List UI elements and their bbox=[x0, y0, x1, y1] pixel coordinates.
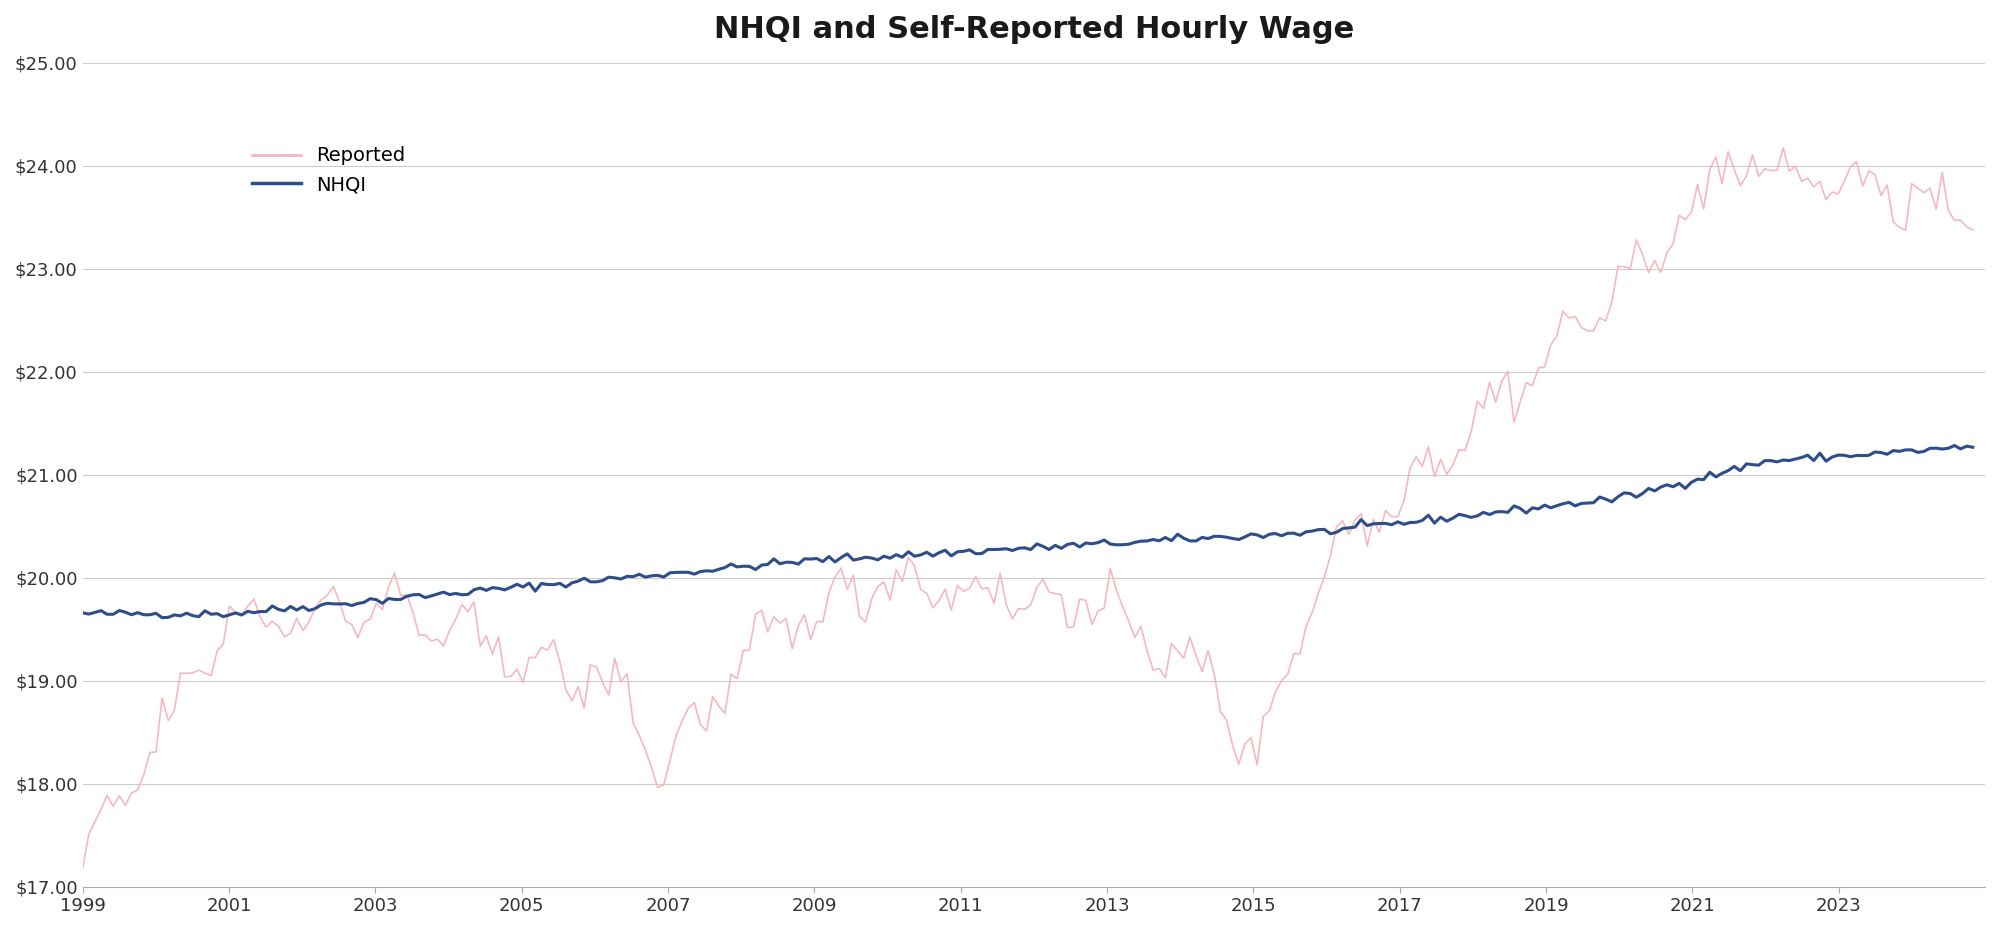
Text: W.E.: W.E. bbox=[1462, 760, 1492, 773]
Legend: Reported, NHQI: Reported, NHQI bbox=[244, 139, 414, 202]
Text: FOR EMPLOYMENT RESEARCH: FOR EMPLOYMENT RESEARCH bbox=[1566, 849, 1754, 862]
Text: UPJOHN INSTITUTE: UPJOHN INSTITUTE bbox=[1528, 791, 1792, 814]
Title: NHQI and Self-Reported Hourly Wage: NHQI and Self-Reported Hourly Wage bbox=[714, 15, 1354, 44]
